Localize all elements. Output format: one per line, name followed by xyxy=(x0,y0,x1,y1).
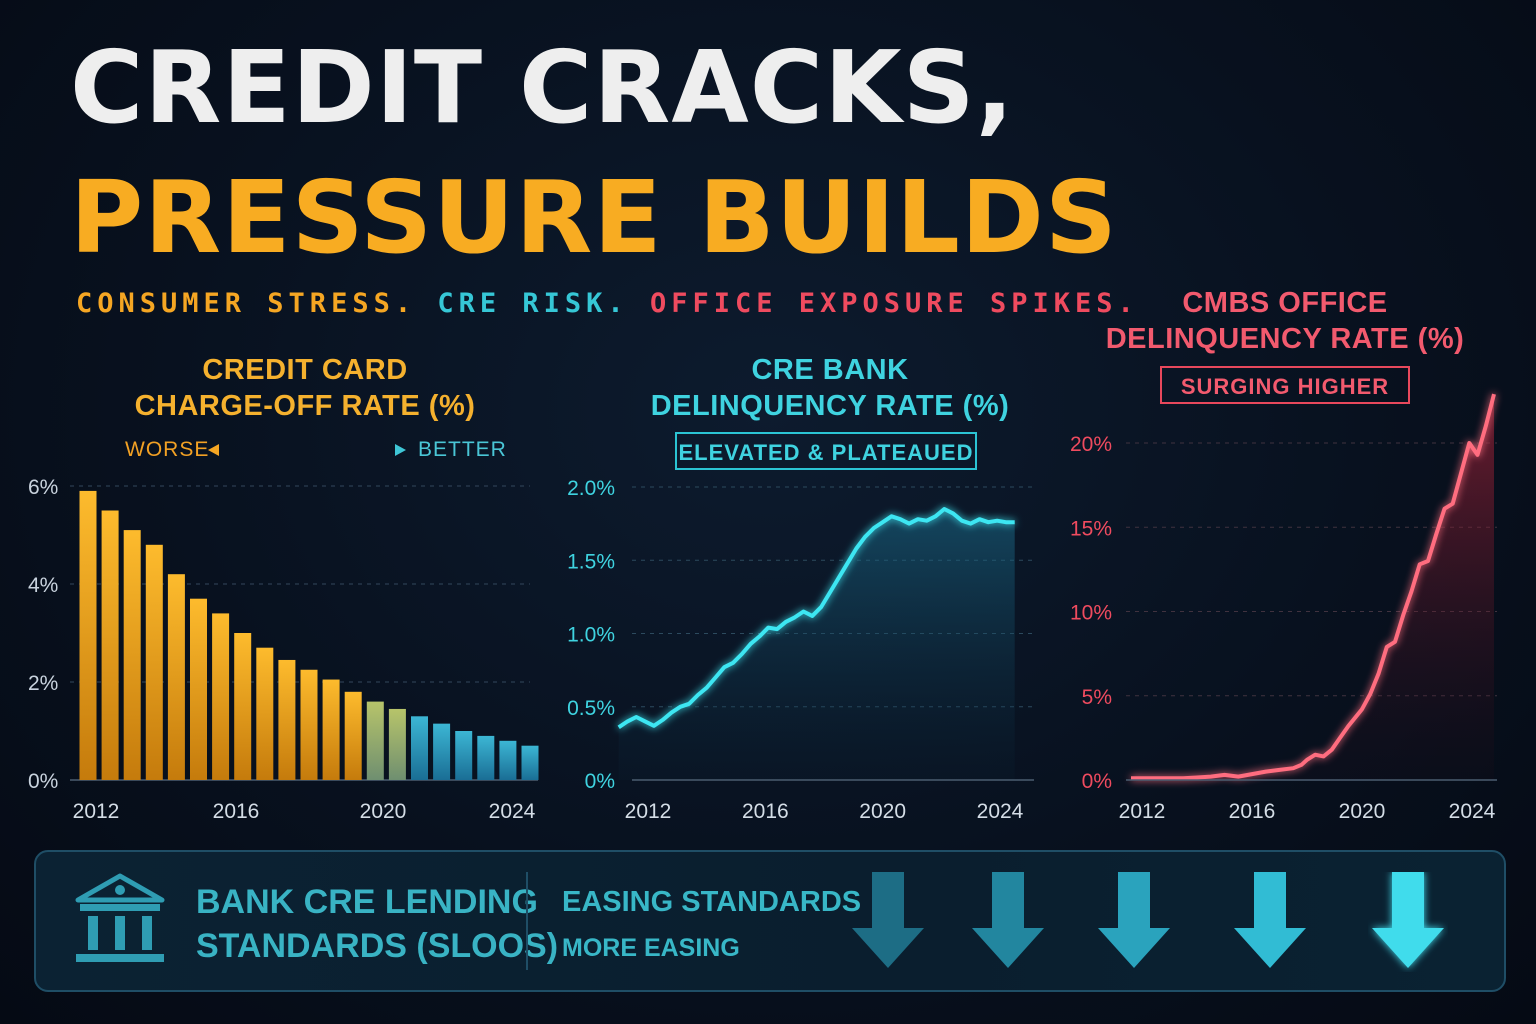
x-tick-label: 2024 xyxy=(489,800,536,823)
down-arrow-icon xyxy=(852,872,924,968)
more-easing-text: MORE EASING xyxy=(562,934,740,962)
x-tick-label: 2012 xyxy=(73,800,120,823)
subtitle-consumer: CONSUMER STRESS. xyxy=(76,288,417,319)
worse-label: WORSE xyxy=(125,438,210,461)
subtitle-office: OFFICE EXPOSURE SPIKES. xyxy=(649,288,1139,319)
bar xyxy=(256,647,274,780)
bar xyxy=(322,679,340,780)
chart2-title-line1: CRE BANK xyxy=(751,354,909,386)
x-tick-label: 2020 xyxy=(1339,800,1386,823)
y-tick-label: 2% xyxy=(28,672,58,695)
x-tick-label: 2012 xyxy=(1119,800,1166,823)
y-tick-label: 4% xyxy=(28,574,58,597)
subtitle-cre: CRE RISK. xyxy=(437,288,629,319)
footer-panel: BANK CRE LENDING STANDARDS (SLOOS) EASIN… xyxy=(34,850,1506,992)
down-arrow-icon xyxy=(1372,872,1444,968)
y-tick-label: 1.0% xyxy=(567,624,615,647)
series-area xyxy=(1131,394,1494,780)
bar xyxy=(366,701,384,780)
subtitle: CONSUMER STRESS. CRE RISK. OFFICE EXPOSU… xyxy=(76,288,1139,319)
bank-building-icon xyxy=(75,873,165,962)
chart2-title: CRE BANK DELINQUENCY RATE (%) xyxy=(590,352,1070,424)
bar xyxy=(433,723,451,780)
x-tick-label: 2012 xyxy=(625,800,672,823)
chart2-title-line2: DELINQUENCY RATE (%) xyxy=(650,390,1010,422)
bar xyxy=(477,735,495,780)
bar xyxy=(212,613,230,780)
chart3-title-line2: DELINQUENCY RATE (%) xyxy=(1105,323,1465,355)
y-tick-label: 0.5% xyxy=(567,697,615,720)
x-tick-label: 2024 xyxy=(977,800,1024,823)
easing-standards-text: EASING STANDARDS xyxy=(562,886,862,918)
bar xyxy=(167,574,185,780)
y-tick-label: 0% xyxy=(1082,770,1112,793)
series-line xyxy=(617,507,1015,729)
down-arrow-icon xyxy=(1098,872,1170,968)
x-tick-label: 2020 xyxy=(360,800,407,823)
chart1-title-line2: CHARGE-OFF RATE (%) xyxy=(134,390,476,422)
chart2-cre-bank: 0% 0.5% 1.0% 1.5% 2.0% 2012 2016 2020 2024 xyxy=(567,477,1034,823)
bar xyxy=(521,745,539,780)
series-area xyxy=(618,509,1015,780)
bar xyxy=(145,544,163,780)
chart3-title: CMBS OFFICE DELINQUENCY RATE (%) xyxy=(1080,285,1490,357)
chart3-status-badge: SURGING HIGHER xyxy=(1160,366,1410,404)
bar xyxy=(344,691,362,780)
x-tick-label: 2024 xyxy=(1449,800,1496,823)
y-tick-label: 0% xyxy=(28,770,58,793)
bar xyxy=(411,716,428,780)
chart1-title: CREDIT CARD CHARGE-OFF RATE (%) xyxy=(100,352,510,424)
bar xyxy=(79,490,97,780)
y-tick-label: 15% xyxy=(1070,517,1112,540)
x-tick-label: 2016 xyxy=(1229,800,1276,823)
y-tick-label: 1.5% xyxy=(567,550,615,573)
y-tick-label: 5% xyxy=(1082,686,1112,709)
x-tick-label: 2020 xyxy=(859,800,906,823)
bar xyxy=(499,740,517,780)
y-tick-label: 20% xyxy=(1070,433,1112,456)
y-tick-label: 0% xyxy=(585,770,615,793)
y-tick-label: 6% xyxy=(28,476,58,499)
chart1-title-line1: CREDIT CARD xyxy=(202,354,408,386)
charts-canvas: 0% 2% 4% 6% 2012 2016 2020 2024 0% 0.5% 1.0% 1.5% 2… xyxy=(28,393,1497,823)
down-arrow-icon xyxy=(972,872,1044,968)
bar xyxy=(101,510,119,780)
bar xyxy=(278,659,296,780)
chart2-status-badge: ELEVATED & PLATEAUED xyxy=(675,432,977,470)
bar xyxy=(190,598,207,780)
sloos-label-line1: BANK CRE LENDING xyxy=(196,883,538,921)
chart1-credit-card: 0% 2% 4% 6% 2012 2016 2020 2024 xyxy=(28,476,539,823)
main-title-line2: PRESSURE BUILDS xyxy=(70,159,1118,276)
sloos-label-line2: STANDARDS (SLOOS) xyxy=(196,927,559,965)
bar xyxy=(388,708,406,780)
x-tick-label: 2016 xyxy=(213,800,260,823)
chart3-cmbs-office: 0% 5% 10% 15% 20% 2012 2016 2020 2024 xyxy=(1070,393,1497,823)
x-tick-label: 2016 xyxy=(742,800,789,823)
series-line xyxy=(1131,393,1496,781)
bar xyxy=(300,669,318,780)
y-tick-label: 10% xyxy=(1070,602,1112,625)
sloos-label: BANK CRE LENDING STANDARDS (SLOOS) xyxy=(196,880,558,968)
chart3-title-line1: CMBS OFFICE xyxy=(1182,287,1388,319)
double-arrow-icon xyxy=(208,444,406,456)
bar xyxy=(123,530,141,780)
bar xyxy=(234,633,252,780)
footer-divider xyxy=(526,872,528,970)
y-tick-label: 2.0% xyxy=(567,477,615,500)
main-title-line1: CREDIT CRACKS, xyxy=(70,29,1015,146)
bar xyxy=(455,731,473,780)
down-arrow-icon xyxy=(1234,872,1306,968)
better-label: BETTER xyxy=(418,438,507,461)
